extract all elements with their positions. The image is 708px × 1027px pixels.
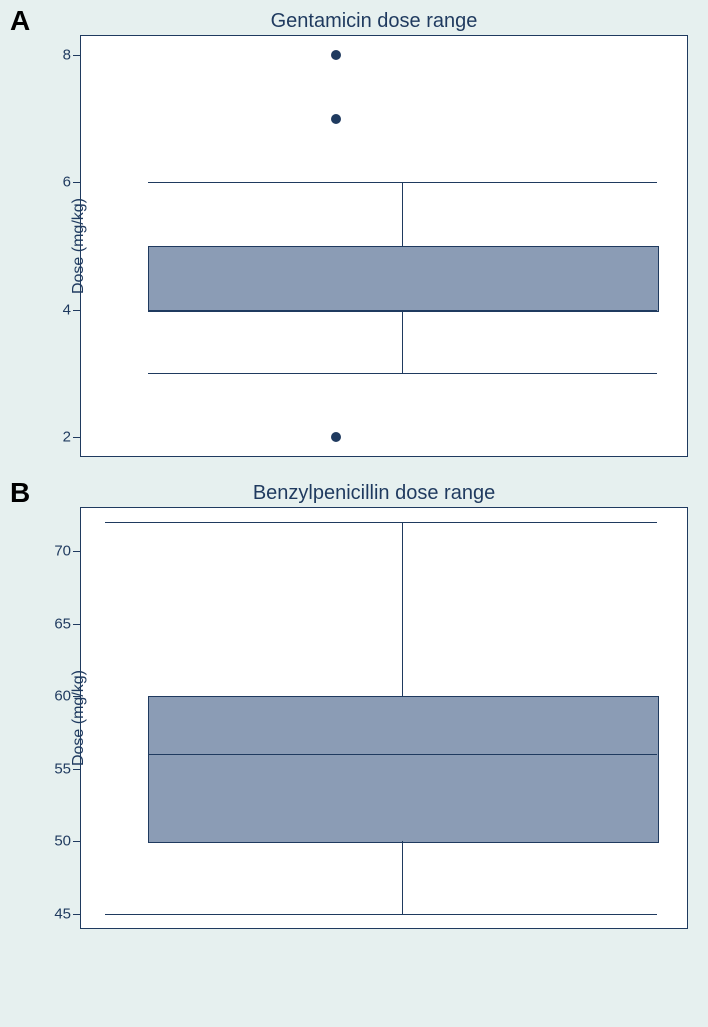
y-tick bbox=[73, 182, 81, 183]
outlier-point bbox=[331, 432, 341, 442]
y-tick bbox=[73, 696, 81, 697]
y-tick-label: 2 bbox=[46, 428, 71, 445]
whisker-cap-high bbox=[105, 522, 656, 523]
y-tick-label: 45 bbox=[46, 905, 71, 922]
whisker-cap-low bbox=[105, 914, 656, 915]
box bbox=[148, 696, 659, 843]
panel-a-title: Gentamicin dose range bbox=[20, 10, 688, 33]
y-tick bbox=[73, 624, 81, 625]
whisker-lower bbox=[402, 310, 403, 374]
y-tick-label: 60 bbox=[46, 688, 71, 705]
box bbox=[148, 246, 659, 312]
y-tick bbox=[73, 55, 81, 56]
whisker-cap-high bbox=[148, 182, 657, 183]
y-tick bbox=[73, 769, 81, 770]
panel-a-ylabel: Dose (mg/kg) bbox=[70, 198, 88, 294]
whisker-upper bbox=[402, 182, 403, 246]
outlier-point bbox=[331, 50, 341, 60]
y-tick-label: 6 bbox=[46, 174, 71, 191]
panel-b-title: Benzylpenicillin dose range bbox=[20, 482, 688, 505]
y-tick-label: 8 bbox=[46, 47, 71, 64]
panel-a-plot: Dose (mg/kg) 2468 bbox=[80, 35, 688, 457]
panel-b-plot: Dose (mg/kg) 455055606570 bbox=[80, 507, 688, 929]
whisker-lower bbox=[402, 841, 403, 913]
y-tick-label: 55 bbox=[46, 760, 71, 777]
y-tick-label: 70 bbox=[46, 543, 71, 560]
median-line bbox=[148, 754, 657, 755]
outlier-point bbox=[331, 114, 341, 124]
whisker-cap-low bbox=[148, 373, 657, 374]
y-tick bbox=[73, 437, 81, 438]
figure-container: A Gentamicin dose range Dose (mg/kg) 246… bbox=[0, 0, 708, 974]
y-tick bbox=[73, 310, 81, 311]
panel-a-label: A bbox=[10, 5, 30, 37]
panel-b: B Benzylpenicillin dose range Dose (mg/k… bbox=[20, 482, 688, 929]
panel-b-label: B bbox=[10, 477, 30, 509]
whisker-upper bbox=[402, 522, 403, 696]
y-tick-label: 50 bbox=[46, 833, 71, 850]
y-tick-label: 4 bbox=[46, 301, 71, 318]
y-tick bbox=[73, 551, 81, 552]
y-tick bbox=[73, 914, 81, 915]
panel-a: A Gentamicin dose range Dose (mg/kg) 246… bbox=[20, 10, 688, 457]
panel-b-ylabel: Dose (mg/kg) bbox=[70, 670, 88, 766]
y-tick-label: 65 bbox=[46, 615, 71, 632]
y-tick bbox=[73, 841, 81, 842]
